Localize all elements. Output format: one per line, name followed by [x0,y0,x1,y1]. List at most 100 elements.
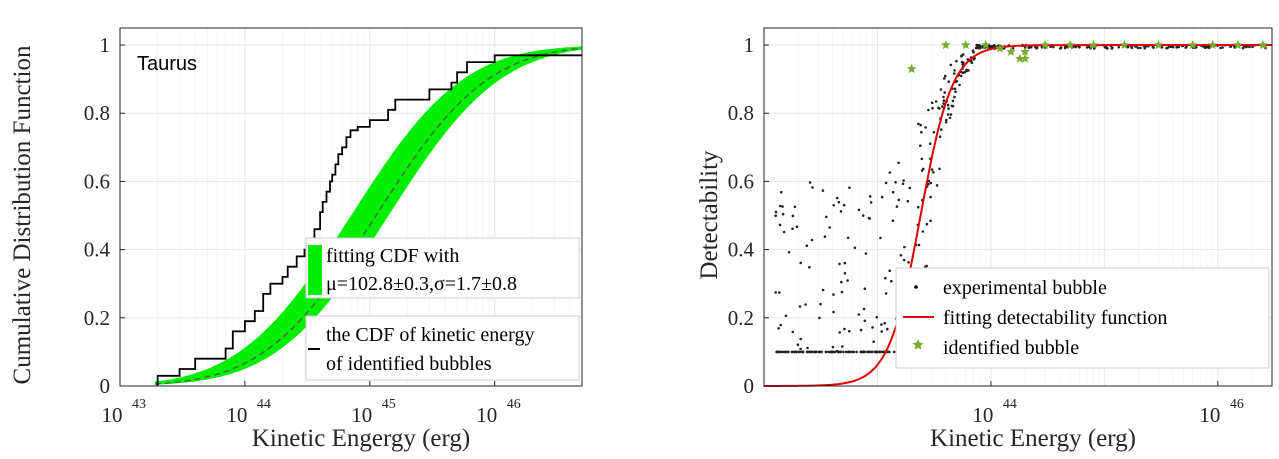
experimental-bubble-point [930,101,934,105]
experimental-bubble-point [781,212,785,216]
experimental-bubble-point [861,214,865,217]
experimental-bubble-point [920,130,923,134]
identified-bubble-star [1258,40,1268,50]
experimental-bubble-point [862,307,866,311]
left-xtick-label: 10 [351,403,372,427]
left-ytick-label: 0.8 [84,101,110,125]
legend-label-2b: of identified bubbles [326,353,492,375]
legend-swatch-band [308,245,322,295]
experimental-bubble-point [841,345,844,348]
right-y-axis-label: Detectability [696,150,723,280]
experimental-bubble-point [1011,47,1015,50]
experimental-bubble-point [884,276,887,280]
experimental-bubble-point [947,80,950,83]
experimental-bubble-point [891,219,895,222]
experimental-bubble-point [938,135,942,138]
experimental-bubble-point [1136,46,1140,50]
experimental-bubble-point [799,337,802,341]
experimental-bubble-point [832,310,835,314]
experimental-bubble-point [823,235,827,238]
experimental-bubble-point [839,350,843,354]
experimental-bubble-point [951,99,955,103]
experimental-bubble-point [1064,45,1067,49]
experimental-bubble-point [953,87,957,91]
experimental-bubble-point [887,350,891,354]
legend-label-1a: fitting CDF with [326,245,459,267]
experimental-bubble-point [884,292,888,295]
experimental-bubble-point [963,70,967,74]
experimental-bubble-point [863,350,866,354]
experimental-bubble-point [837,200,841,204]
experimental-bubble-point [868,195,872,198]
experimental-bubble-point [929,195,932,199]
identified-bubble-star [995,43,1005,53]
experimental-bubble-point [903,245,906,249]
identified-bubble-star [1006,46,1016,56]
experimental-bubble-point [934,100,938,103]
experimental-bubble-point [906,199,910,203]
experimental-bubble-point [811,186,814,189]
right-ytick-label: 0.6 [728,169,754,193]
experimental-bubble-point [871,326,874,329]
experimental-bubble-point [975,46,978,50]
experimental-bubble-point [949,113,953,116]
identified-bubble-star [941,40,951,50]
legend-box-1 [305,237,580,299]
experimental-bubble-point [929,219,932,223]
experimental-bubble-point [838,262,841,266]
experimental-bubble-point [919,123,922,127]
experimental-bubble-point [850,350,854,354]
right-xtick-exponent: 46 [1230,397,1244,412]
experimental-bubble-point [1111,46,1114,49]
left-axes-frame [119,27,583,387]
experimental-bubble-point [836,196,839,200]
experimental-bubble-point [928,142,932,145]
experimental-bubble-point [1078,45,1081,49]
experimental-bubble-point [892,350,896,354]
experimental-bubble-point [919,144,922,147]
experimental-bubble-point [791,227,794,231]
left-xtick-label: 10 [226,403,247,427]
experimental-bubble-point [808,181,812,184]
experimental-bubble-point [875,315,879,319]
experimental-bubble-point [944,74,947,78]
experimental-bubble-point [798,305,802,308]
experimental-bubble-point [1160,46,1164,49]
experimental-bubble-point [886,327,889,331]
experimental-bubble-point [946,113,950,116]
experimental-bubble-point [891,190,895,194]
experimental-bubble-point [846,236,850,240]
experimental-bubble-point [821,189,825,192]
right-x-axis-label: Kinetic Energy (erg) [930,425,1136,452]
experimental-bubble-point [784,350,787,354]
identified-bubble-star [1040,40,1050,50]
left-ytick-label: 0 [100,374,111,398]
experimental-bubble-point [939,88,943,91]
identified-bubble-star [961,40,971,50]
experimental-bubble-point [902,258,906,262]
right-ytick-label: 0 [744,374,755,398]
left-xtick-exponent: 46 [507,397,521,412]
experimental-bubble-point [921,230,925,233]
experimental-bubble-point [869,350,872,354]
experimental-bubble-point [894,181,897,184]
identified-bubble-star [1207,40,1218,50]
experimental-bubble-point [837,350,840,354]
experimental-bubble-point [781,205,784,208]
experimental-bubble-point [943,77,946,80]
experimental-bubble-point [875,350,879,354]
experimental-bubble-point [888,171,892,174]
experimental-bubble-point [921,167,925,171]
experimental-bubble-point [944,121,948,124]
experimental-bubble-point [1139,46,1142,50]
experimental-bubble-point [946,103,950,107]
experimental-bubble-point [947,107,950,110]
experimental-bubble-point [908,186,912,190]
left-xtick-label: 10 [102,403,123,427]
experimental-bubble-point [878,350,881,354]
experimental-bubble-point [941,105,944,108]
experimental-bubble-point [971,49,975,52]
experimental-bubble-point [793,205,797,209]
experimental-bubble-point [848,186,851,189]
identified-bubble-star [1187,40,1198,50]
